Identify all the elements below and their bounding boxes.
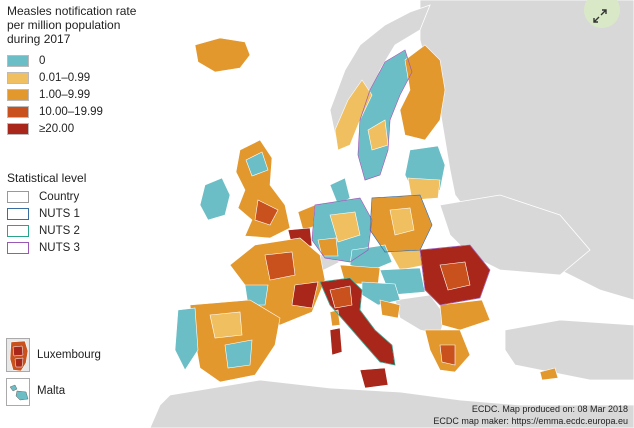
expand-button[interactable]: [584, 0, 620, 28]
legend-item: 10.00–19.99: [7, 103, 103, 120]
level-label: Country: [39, 190, 80, 203]
level-label: NUTS 2: [39, 224, 80, 237]
legend-swatch: [7, 122, 29, 135]
level-label: NUTS 1: [39, 207, 80, 220]
legend-title: Measles notification rate per million po…: [7, 4, 137, 46]
legend-item: 0.01–0.99: [7, 69, 103, 86]
legend-item: ≥20.00: [7, 120, 103, 137]
legend-item: 0: [7, 52, 103, 69]
nuts-boundaries: [311, 49, 491, 366]
legend-swatch: [7, 88, 29, 101]
rate-legend: 0 0.01–0.99 1.00–9.99 10.00–19.99 ≥20.00: [7, 52, 103, 137]
legend-item: 1.00–9.99: [7, 86, 103, 103]
level-outline: [7, 207, 29, 220]
legend-swatch: [7, 105, 29, 118]
level-outline: [7, 224, 29, 237]
credit-produced-date: ECDC. Map produced on: 08 Mar 2018: [471, 404, 628, 414]
expand-arrows-icon: [593, 9, 607, 23]
legend-label: 1.00–9.99: [39, 88, 91, 101]
legend-label: 0: [39, 54, 46, 67]
level-outline: [7, 190, 29, 203]
eu-regions: [174, 37, 559, 389]
luxembourg-label: Luxembourg: [37, 349, 101, 361]
level-item: NUTS 1: [7, 205, 80, 222]
level-label: NUTS 3: [39, 241, 80, 254]
level-item: NUTS 3: [7, 239, 80, 256]
legend-label: ≥20.00: [39, 122, 75, 135]
malta-label: Malta: [37, 385, 66, 397]
statistical-level-title: Statistical level: [7, 171, 87, 185]
luxembourg-inset[interactable]: [6, 338, 30, 372]
legend-swatch: [7, 71, 29, 84]
credit-map-maker: ECDC map maker: https://emma.ecdc.europa…: [433, 416, 628, 426]
legend-swatch: [7, 54, 29, 67]
legend-label: 0.01–0.99: [39, 71, 91, 84]
malta-inset[interactable]: [6, 378, 30, 406]
level-item: Country: [7, 188, 80, 205]
statistical-level-legend: Country NUTS 1 NUTS 2 NUTS 3: [7, 188, 80, 256]
level-outline: [7, 241, 29, 254]
level-item: NUTS 2: [7, 222, 80, 239]
legend-label: 10.00–19.99: [39, 105, 103, 118]
